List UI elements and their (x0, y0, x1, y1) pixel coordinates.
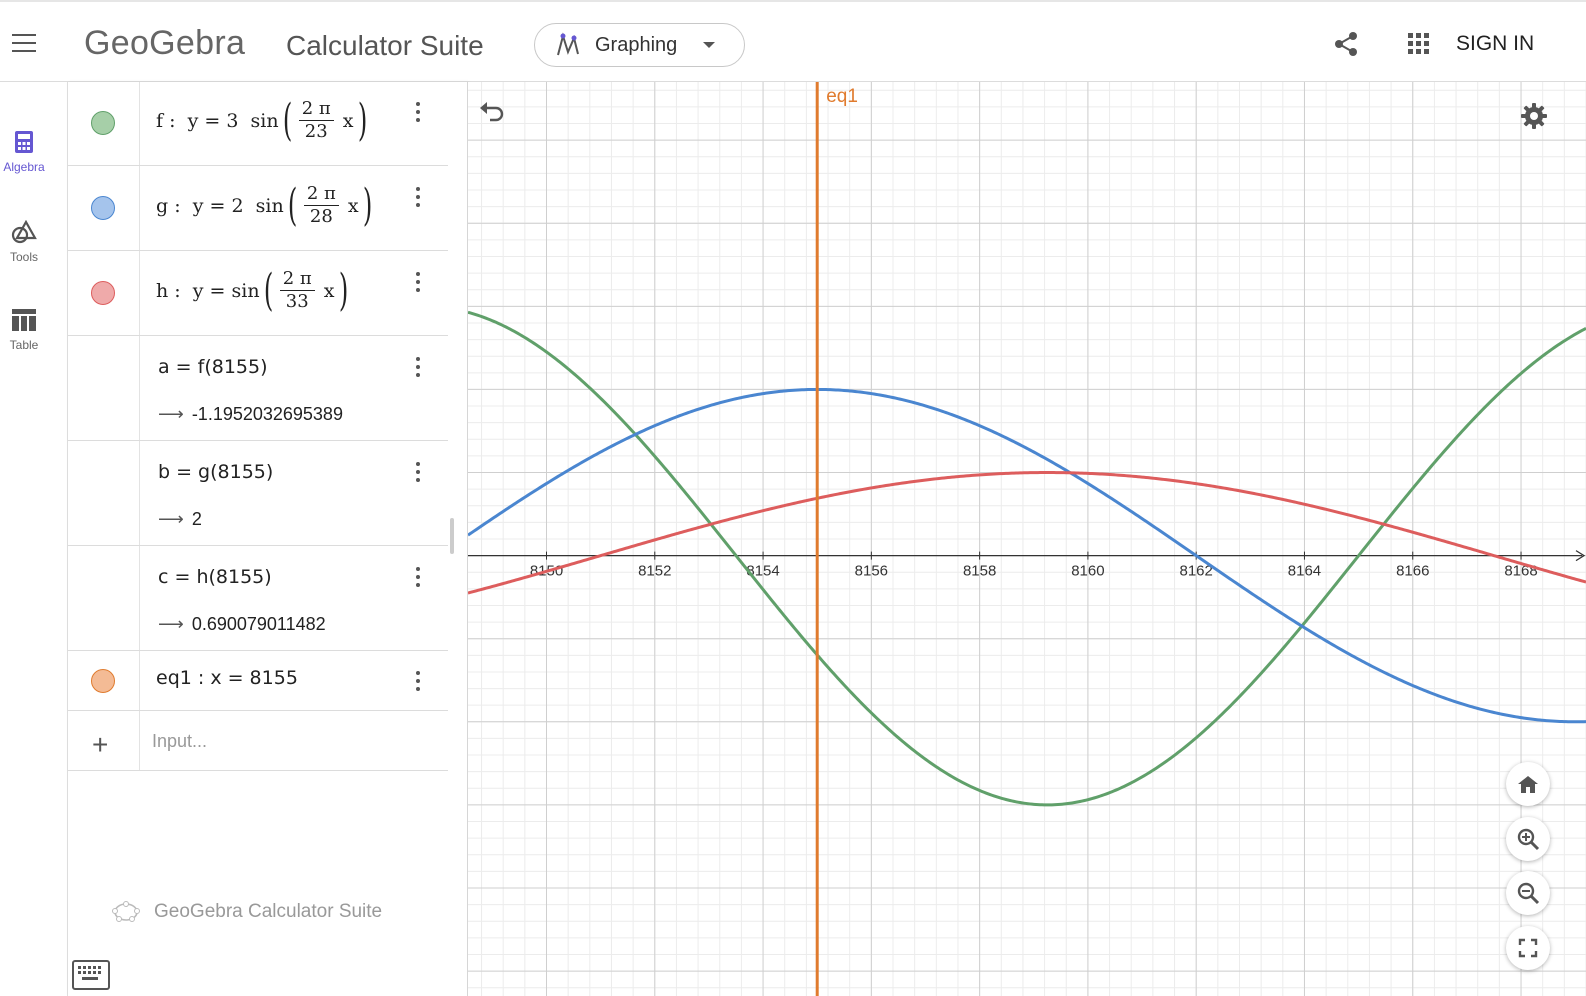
expression-h[interactable]: h : y = sin(2 π 33 x) (156, 264, 348, 316)
undo-icon[interactable] (478, 100, 506, 127)
home-icon (1518, 776, 1538, 793)
algebra-row-b[interactable]: b = g(8155) ⟶ 2 (68, 441, 448, 546)
algebra-row-a[interactable]: a = f(8155) ⟶ -1.1952032695389 (68, 336, 448, 441)
x-tick-label: 8162 (1180, 563, 1213, 580)
x-axis-arrow (1575, 550, 1586, 562)
visibility-toggle-h[interactable] (91, 281, 115, 305)
x-tick-label: 8158 (963, 563, 996, 580)
value-a: ⟶ -1.1952032695389 (158, 404, 343, 424)
watermark: GeoGebra Calculator Suite (112, 900, 382, 924)
panel-resize-handle[interactable] (450, 518, 454, 554)
algebra-row-eq1[interactable]: eq1 : x = 8155 (68, 651, 448, 711)
algebra-row-c[interactable]: c = h(8155) ⟶ 0.690079011482 (68, 546, 448, 651)
sign-in-button[interactable]: SIGN IN (1456, 32, 1535, 55)
keyboard-icon[interactable] (72, 960, 110, 990)
more-options-icon[interactable] (414, 102, 422, 126)
x-tick-label: 8166 (1396, 563, 1429, 580)
x-tick-label: 8160 (1071, 563, 1104, 580)
table-icon (12, 309, 36, 331)
eq1-label: eq1 (826, 86, 858, 107)
add-icon[interactable]: + (92, 729, 109, 760)
x-tick-label: 8152 (638, 563, 671, 580)
algebra-row-h[interactable]: h : y = sin(2 π 33 x) (68, 251, 448, 336)
fullscreen-icon (1518, 938, 1538, 958)
side-navigation: Algebra Tools Table (0, 82, 68, 996)
x-tick-label: 8168 (1504, 563, 1537, 580)
expression-f[interactable]: f : y = 3 sin(2 π 23 x) (156, 94, 367, 146)
curve-g (468, 387, 1586, 724)
algebra-input[interactable]: Input... (152, 731, 208, 751)
definition-b[interactable]: b = g(8155) (158, 461, 274, 483)
value-b: ⟶ 2 (158, 509, 202, 529)
x-tick-label: 8156 (855, 563, 888, 580)
value-c: ⟶ 0.690079011482 (158, 614, 326, 634)
algebra-row-g[interactable]: g : y = 2 sin(2 π 28 x) (68, 166, 448, 251)
zoom-in-button[interactable] (1506, 817, 1550, 861)
more-options-icon[interactable] (414, 272, 422, 296)
definition-a[interactable]: a = f(8155) (158, 356, 268, 378)
nav-table[interactable]: Table (0, 308, 48, 352)
algebra-input-row[interactable]: + Input... (68, 711, 448, 771)
graphics-view[interactable]: 8150 8152 8154 8156 8158 8160 8162 8164 8166 8168… (468, 82, 1586, 996)
x-tick-label: 8154 (746, 563, 779, 580)
app-switcher-dropdown[interactable]: Graphing (534, 23, 745, 67)
fullscreen-button[interactable] (1506, 926, 1550, 970)
more-options-icon[interactable] (414, 357, 422, 381)
app-switcher-label: Graphing (595, 33, 678, 56)
visibility-toggle-g[interactable] (91, 196, 115, 220)
geogebra-logo-icon (112, 901, 140, 922)
expression-g[interactable]: g : y = 2 sin(2 π 28 x) (156, 179, 372, 231)
share-icon[interactable] (1332, 30, 1360, 63)
chevron-down-icon (703, 42, 716, 48)
visibility-toggle-f[interactable] (91, 111, 115, 135)
zoom-out-icon (1517, 882, 1540, 905)
calculator-icon (15, 131, 33, 153)
definition-eq1[interactable]: eq1 : x = 8155 (156, 667, 298, 689)
app-title: Calculator Suite (286, 30, 484, 61)
geogebra-logo[interactable]: GeoGebra (84, 24, 246, 62)
apps-grid-icon[interactable] (1408, 33, 1430, 55)
curve-h (468, 471, 1586, 595)
home-button[interactable] (1506, 762, 1550, 806)
algebra-row-f[interactable]: f : y = 3 sin(2 π 23 x) (68, 82, 448, 166)
graphing-icon (557, 32, 579, 56)
more-options-icon[interactable] (414, 187, 422, 211)
nav-algebra[interactable]: Algebra (0, 130, 48, 174)
menu-icon[interactable] (12, 34, 36, 52)
definition-c[interactable]: c = h(8155) (158, 566, 272, 588)
nav-algebra-label: Algebra (3, 160, 45, 174)
zoom-in-icon (1517, 828, 1540, 851)
nav-tools[interactable]: Tools (0, 220, 48, 264)
zoom-out-button[interactable] (1506, 871, 1550, 915)
visibility-toggle-eq1[interactable] (91, 669, 115, 693)
settings-gear-icon[interactable] (1520, 102, 1548, 135)
curve-f (468, 310, 1586, 807)
top-bar: GeoGebra Calculator Suite Graphing SIGN … (0, 0, 1586, 82)
more-options-icon[interactable] (414, 462, 422, 486)
nav-table-label: Table (9, 338, 39, 352)
more-options-icon[interactable] (414, 671, 422, 695)
algebra-view: f : y = 3 sin(2 π 23 x) g : y = 2 sin(2 π… (68, 82, 468, 996)
graph-canvas[interactable]: 8150 8152 8154 8156 8158 8160 8162 8164 8166 8168… (468, 82, 1586, 996)
more-options-icon[interactable] (414, 567, 422, 591)
shapes-icon (11, 220, 37, 244)
nav-tools-label: Tools (9, 250, 38, 264)
x-tick-label: 8164 (1288, 563, 1321, 580)
